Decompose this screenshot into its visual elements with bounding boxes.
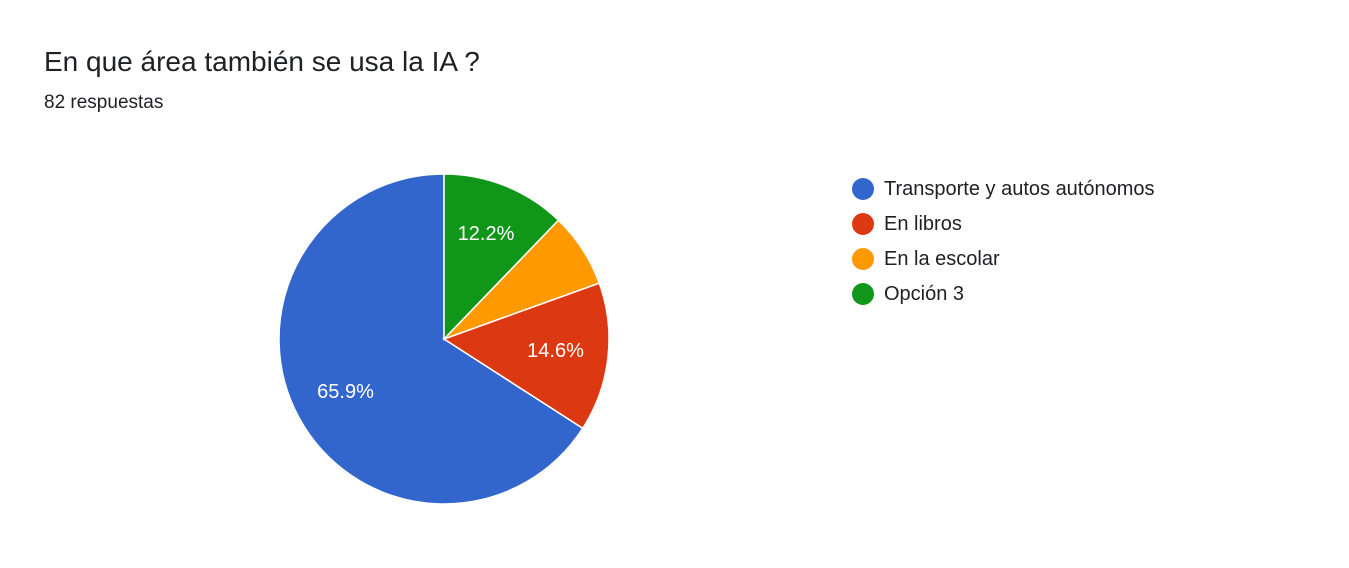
- legend-swatch: [852, 177, 874, 200]
- legend-item-opcion-3[interactable]: Opción 3: [852, 276, 1155, 311]
- legend: Transporte y autos autónomos En libros E…: [852, 171, 1155, 311]
- legend-swatch: [852, 247, 874, 270]
- response-count: 82 respuestas: [44, 92, 164, 113]
- legend-label: En la escolar: [884, 247, 1000, 270]
- pie-slice-label-1: 65.9%: [317, 381, 374, 403]
- pie-slice-4[interactable]: [443, 173, 560, 341]
- legend-swatch: [852, 212, 874, 235]
- pie-slice-1[interactable]: [278, 173, 584, 505]
- legend-item-libros[interactable]: En libros: [852, 206, 1155, 241]
- legend-swatch: [852, 282, 874, 305]
- pie-slice-label-2: 14.6%: [527, 340, 584, 362]
- legend-label: Opción 3: [884, 282, 965, 305]
- legend-item-transporte[interactable]: Transporte y autos autónomos: [852, 171, 1155, 206]
- pie-slice-2[interactable]: [442, 282, 610, 430]
- legend-label: En libros: [884, 212, 962, 235]
- legend-item-escolar[interactable]: En la escolar: [852, 241, 1155, 276]
- legend-label: Transporte y autos autónomos: [884, 177, 1155, 200]
- pie-slice-label-4: 12.2%: [458, 223, 515, 245]
- question-title: En que área también se usa la IA ?: [44, 46, 480, 77]
